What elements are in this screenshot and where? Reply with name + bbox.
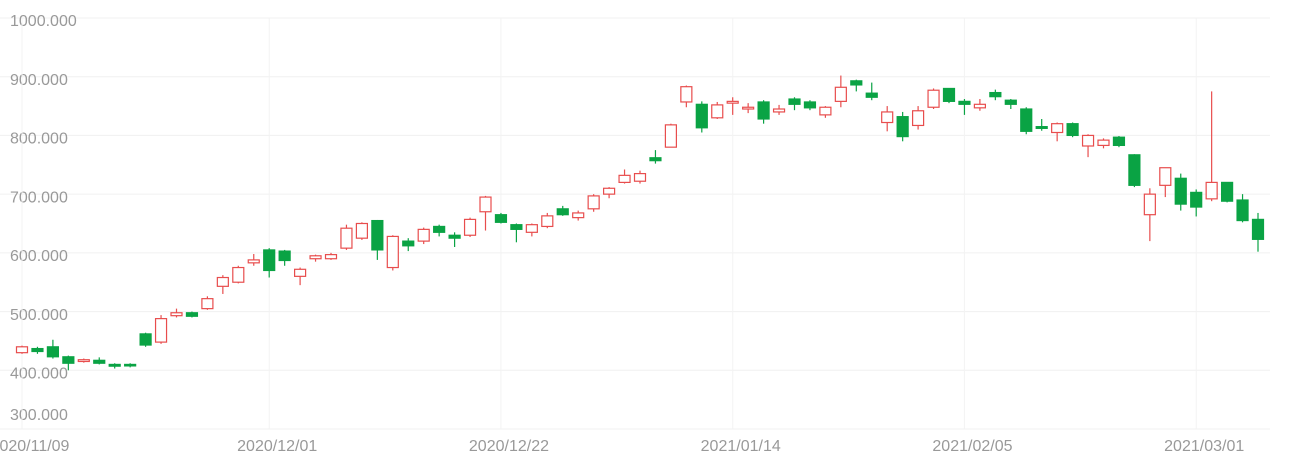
candle-body (463, 218, 477, 236)
candle-body (417, 228, 430, 242)
x-tick-label: 2020/12/01 (237, 438, 317, 455)
candle-body (726, 100, 739, 104)
candle-body (1236, 199, 1249, 222)
candle-body (232, 266, 245, 283)
candle-body (93, 359, 106, 364)
candle-body (1220, 181, 1234, 202)
candle-body (633, 172, 647, 182)
candle-body (1035, 126, 1048, 129)
candle-body (819, 106, 832, 116)
candle-body (139, 333, 152, 346)
candle-body (448, 234, 461, 239)
x-tick-label: 2020/11/09 (0, 438, 70, 455)
candle-body (664, 124, 678, 148)
y-tick-label: 400.000 (10, 366, 68, 383)
candle-body (587, 195, 600, 210)
y-tick-label: 300.000 (10, 407, 68, 424)
candle-body (1112, 136, 1126, 147)
candle-body (742, 106, 755, 110)
y-tick-label: 700.000 (10, 189, 68, 206)
candle-body (618, 174, 631, 183)
candle-body (154, 318, 168, 343)
candle-body (124, 363, 137, 367)
candle-body (1143, 193, 1156, 216)
candle-body (355, 222, 368, 239)
candle-body (510, 224, 523, 230)
candle-body (1174, 177, 1187, 205)
candle-body (865, 92, 878, 98)
candle-body (927, 89, 940, 108)
candle-body (1081, 134, 1095, 147)
candle-body (1004, 99, 1017, 105)
candle-body (757, 101, 770, 120)
candle-body (1251, 218, 1265, 240)
candle-body (62, 356, 75, 364)
candle-body (185, 312, 199, 317)
candle-body (680, 86, 693, 103)
candle-body (371, 219, 384, 251)
y-tick-label: 1000.000 (10, 13, 77, 30)
candle-body (834, 86, 847, 102)
candle-body (1190, 191, 1203, 208)
candle-body (911, 110, 925, 127)
candle-body (973, 103, 987, 109)
candle-body (695, 103, 708, 129)
candle-body (247, 259, 260, 264)
x-tick-label: 2020/12/22 (469, 438, 549, 455)
candle-body (31, 347, 44, 353)
candle-body (850, 80, 863, 86)
candle-body (294, 268, 307, 277)
candle-body (479, 196, 492, 213)
y-tick-label: 500.000 (10, 307, 68, 324)
y-tick-label: 600.000 (10, 248, 68, 265)
candle-body (881, 111, 894, 124)
candle-body (201, 298, 214, 310)
candle-body (1020, 108, 1033, 132)
candle-body (170, 312, 183, 317)
candle-body (1159, 167, 1172, 186)
candle-body (1205, 181, 1218, 200)
candle-body (788, 98, 801, 105)
candle-body (958, 100, 971, 105)
candle-body (324, 254, 338, 260)
candle-body (711, 104, 724, 119)
candle-body (278, 250, 291, 262)
candle-body (1051, 123, 1064, 134)
candle-body (309, 255, 322, 260)
candle-body (108, 363, 121, 367)
candle-body (602, 187, 616, 195)
candle-body (263, 249, 276, 272)
candle-body (340, 227, 353, 249)
y-tick-label: 900.000 (10, 72, 68, 89)
candle-body (77, 359, 90, 363)
candle-body (46, 346, 60, 358)
candle-body (433, 225, 446, 233)
candle-body (942, 87, 956, 102)
x-tick-label: 2021/01/14 (701, 438, 781, 455)
y-tick-label: 800.000 (10, 131, 68, 148)
candle-body (386, 235, 399, 269)
candle-body (649, 157, 662, 162)
candle-body (896, 116, 909, 138)
candle-body (772, 108, 786, 113)
candle-body (572, 212, 585, 219)
candle-body (1097, 139, 1110, 147)
candle-body (541, 215, 554, 228)
candle-body (1066, 123, 1079, 137)
candle-body (494, 214, 508, 223)
candle-body (1128, 154, 1141, 186)
candle-body (556, 208, 569, 216)
x-tick-label: 2021/03/01 (1164, 438, 1244, 455)
candle-body (402, 240, 415, 247)
candle-body (216, 276, 229, 287)
candle-body (15, 346, 29, 354)
candle-body (803, 101, 817, 109)
candle-body (989, 91, 1002, 98)
x-tick-label: 2021/02/05 (932, 438, 1012, 455)
candle-body (525, 224, 538, 233)
